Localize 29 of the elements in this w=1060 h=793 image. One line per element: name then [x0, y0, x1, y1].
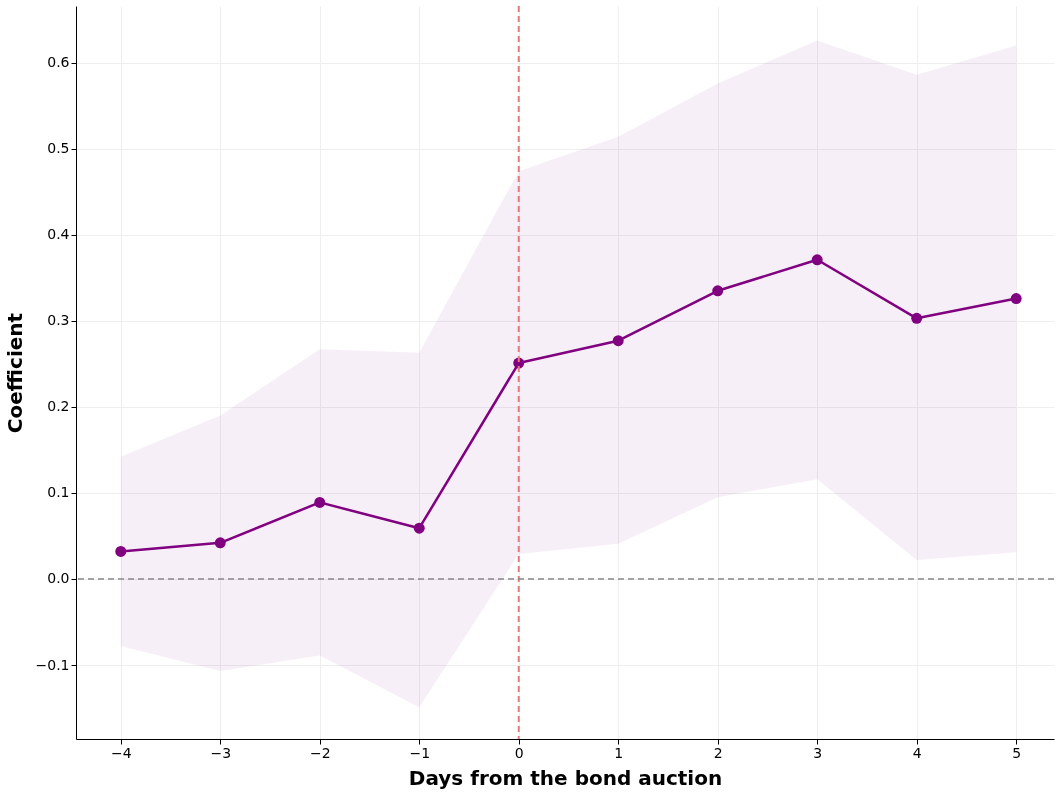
y-tick-label: −0.1: [35, 656, 70, 673]
y-tick-label: 0.0: [47, 570, 70, 587]
x-tick-label: 1: [614, 744, 624, 761]
x-tick-label: −4: [110, 744, 132, 761]
y-tick-label: 0.4: [47, 226, 70, 243]
x-tick-label: 2: [713, 744, 723, 761]
point: [1010, 293, 1022, 304]
point: [911, 312, 923, 324]
x-axis-title: Days from the bond auction: [408, 765, 723, 790]
x-tick-label: −1: [409, 744, 431, 761]
x-tick-label: 0: [514, 744, 524, 761]
point: [612, 335, 624, 347]
y-tick-label: 0.1: [47, 484, 70, 501]
point: [314, 496, 326, 508]
x-tick-label: −2: [309, 744, 331, 761]
y-tick-label: 0.6: [47, 54, 70, 71]
y-tick-label: 0.5: [47, 140, 70, 157]
y-axis-title: Coefficient: [2, 312, 27, 434]
point: [413, 522, 425, 534]
point: [214, 537, 226, 549]
point: [115, 545, 127, 557]
y-tick-label: 0.2: [47, 398, 70, 415]
y-tick-label: 0.3: [47, 312, 70, 329]
x-tick-label: 3: [813, 744, 823, 761]
x-tick-label: 4: [912, 744, 922, 761]
x-tick-label: 5: [1012, 744, 1022, 761]
point: [811, 254, 823, 266]
point: [712, 285, 724, 297]
x-tick-label: −3: [210, 744, 232, 761]
